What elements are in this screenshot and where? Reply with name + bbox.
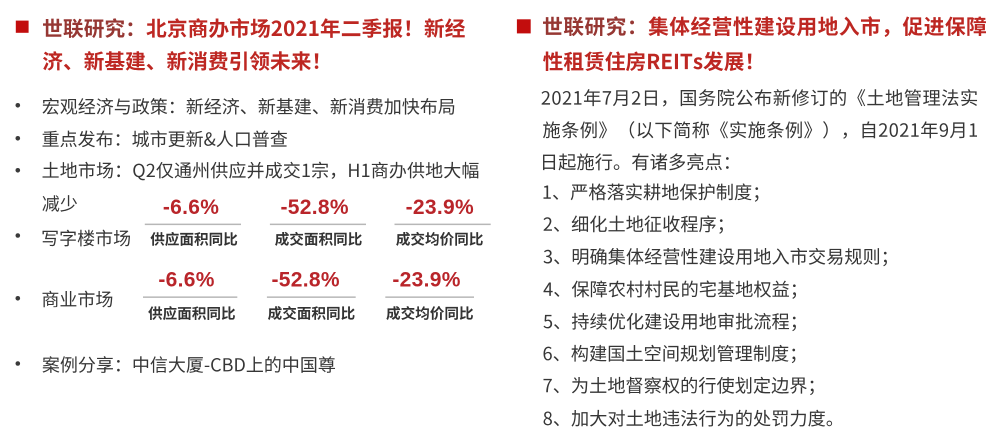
svg-text:-52.8%: -52.8% [272, 268, 340, 291]
svg-text:-52.8%: -52.8% [281, 196, 349, 219]
svg-text:-6.6%: -6.6% [158, 268, 214, 291]
svg-text:-23.9%: -23.9% [406, 196, 474, 219]
svg-text:-6.6%: -6.6% [163, 196, 219, 219]
svg-text:-23.9%: -23.9% [392, 268, 460, 291]
